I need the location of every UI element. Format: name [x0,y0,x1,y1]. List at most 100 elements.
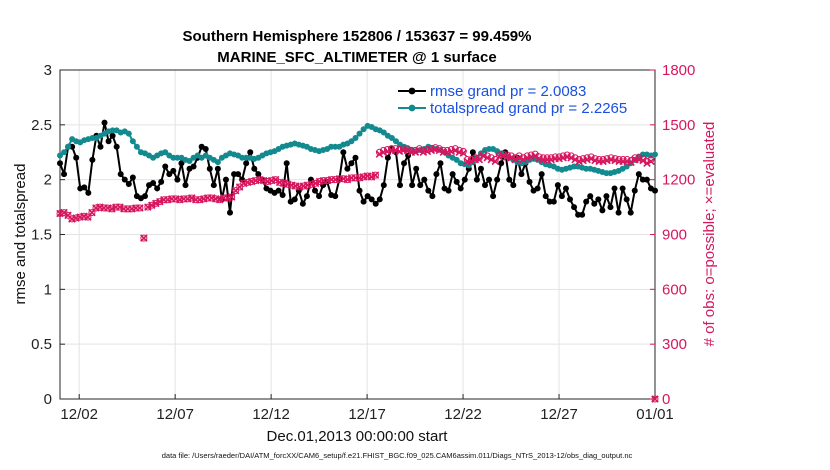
obs-possible-point [587,153,595,161]
data-point [283,160,290,167]
obs-evaluated-point [639,156,647,165]
y-right-tick-label: 300 [662,336,687,353]
y-right-tick-label: 900 [662,227,687,244]
data-point [210,182,217,189]
data-point [469,149,476,156]
y-axis-left: 0 0.5 1 1.5 2 2.5 3 [31,62,65,408]
obs-possible-point [88,209,96,217]
y-right-tick-label: 0 [662,391,670,408]
data-point [364,193,371,200]
obs-possible-point [515,152,523,160]
obs-evaluated-point [188,194,196,202]
data-point [125,130,132,137]
data-point [170,167,177,174]
obs-evaluated-point [507,153,516,162]
obs-evaluated-point [116,203,124,211]
data-point [129,174,136,181]
data-point [61,171,68,178]
data-point [453,178,460,185]
data-point [101,119,108,126]
data-point [235,171,242,178]
data-point [162,149,169,156]
x-tick-label: 12/17 [348,406,386,423]
data-point [490,193,497,200]
obs-evaluated-point [156,197,164,206]
data-point [105,138,112,145]
data-point [202,145,209,152]
legend-rmse-marker [408,87,416,95]
data-point [534,185,541,192]
obs-evaluated-point [140,234,148,242]
data-point [562,185,569,192]
data-point [558,193,565,200]
data-point [635,171,642,178]
data-point [607,204,614,211]
y-tick-label: 1 [44,281,52,298]
data-point [652,151,658,158]
obs-evaluated-point [627,158,635,167]
x-tick-label: 12/02 [60,406,98,423]
y-tick-label: 0.5 [31,336,52,353]
data-point [429,193,436,200]
data-point [348,138,355,145]
data-point [567,196,573,203]
obs-evaluated-point [215,196,224,204]
data-point [421,176,428,183]
obs-evaluated-point [479,152,488,160]
data-point [652,187,658,194]
series-3 [56,145,659,403]
obs-evaluated-point [375,150,384,158]
data-point [279,192,286,199]
obs-possible-point [563,151,571,159]
obs-possible-point [232,187,240,195]
data-point [360,126,367,133]
y-tick-label: 3 [44,62,52,79]
y-axis-right: 0 300 600 900 1200 1500 1800 [650,62,695,408]
data-point [214,159,221,166]
data-point [255,171,262,178]
data-point [247,149,254,156]
y-tick-label: 2 [44,172,52,189]
obs-evaluated-point [311,179,320,188]
obs-evaluated-point [148,201,156,210]
y-tick-label: 2.5 [31,117,52,134]
data-point [129,138,136,145]
data-point [482,182,488,189]
x-tick-label: 12/27 [540,406,578,423]
data-point [312,187,318,194]
obs-possible-point [451,145,459,153]
data-point [344,165,351,172]
data-point [125,181,132,188]
data-point [486,176,493,183]
data-point [352,134,359,141]
data-point [376,196,383,203]
series-1 [57,122,658,177]
data-point [372,200,379,207]
data-point [413,165,420,172]
x-tick-label: 01/01 [636,406,674,423]
x-tick-label: 12/22 [444,406,482,423]
data-point [332,193,339,200]
data-point [97,143,104,150]
y-tick-label: 1.5 [31,227,52,244]
legend: rmse grand pr = 2.0083 totalspread grand… [398,83,627,117]
data-point [368,196,375,203]
data-point [583,198,590,205]
obs-possible-point [140,234,148,242]
data-point [222,176,229,183]
data-point [599,207,606,214]
obs-evaluated-point [587,154,595,163]
obs-evaluated-point [531,152,539,160]
data-point [595,196,602,203]
data-point [623,196,630,203]
data-point [356,187,363,194]
data-point [57,152,63,159]
data-point [150,179,157,186]
series-layer [56,119,659,403]
obs-evaluated-point [511,155,520,164]
data-point [643,176,650,183]
data-point [73,154,80,161]
data-point [397,182,403,189]
data-point [603,193,610,200]
